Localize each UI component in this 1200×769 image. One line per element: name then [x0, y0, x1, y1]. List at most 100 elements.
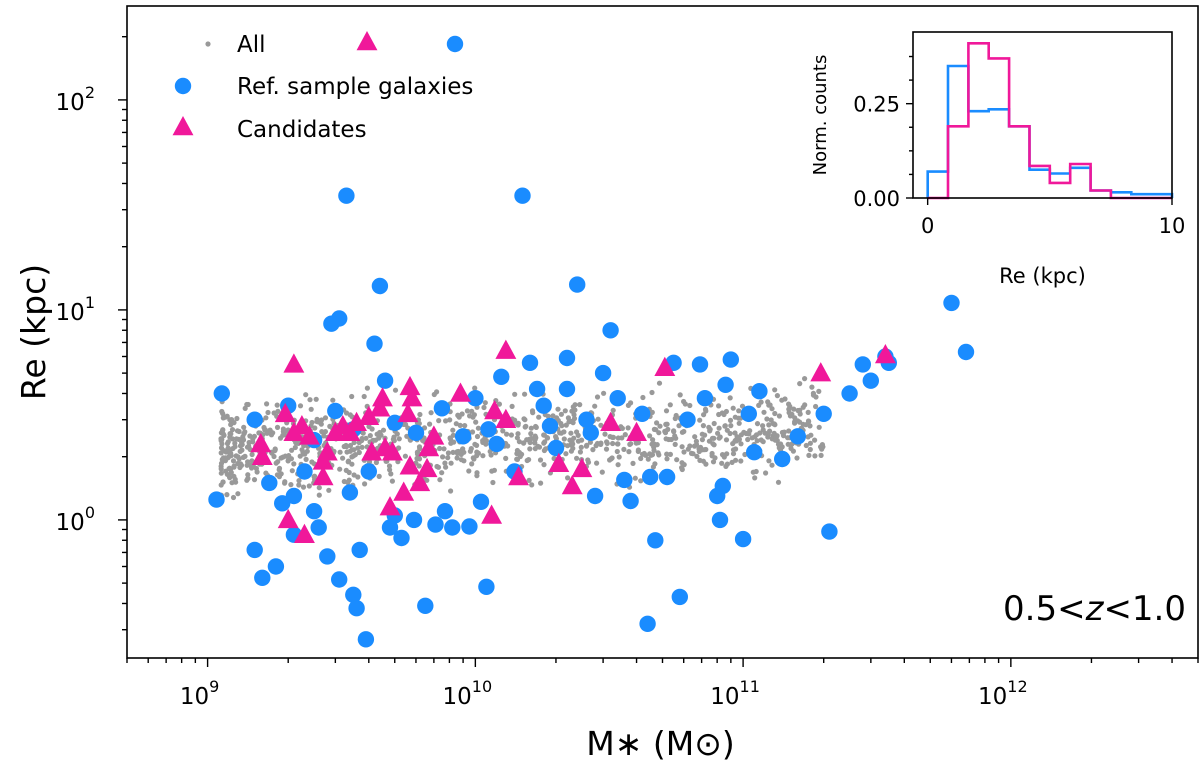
all-galaxy-point: [716, 425, 722, 431]
all-galaxy-point: [522, 424, 528, 430]
all-galaxy-point: [625, 425, 631, 431]
all-galaxy-point: [443, 418, 449, 424]
ref-sample-point: [341, 484, 359, 501]
all-galaxy-point: [594, 394, 601, 400]
legend-all-label: All: [237, 32, 266, 58]
all-galaxy-point: [656, 380, 663, 386]
all-galaxy-point: [765, 399, 771, 405]
all-galaxy-point: [745, 436, 751, 443]
all-galaxy-point: [595, 416, 601, 422]
all-galaxy-point: [291, 461, 297, 467]
all-galaxy-point: [647, 433, 653, 439]
ref-sample-points: [208, 187, 975, 648]
all-galaxy-point: [638, 455, 644, 462]
all-galaxy-point: [691, 443, 698, 449]
all-galaxy-point: [561, 429, 567, 435]
inset-y-tick-label: 0.00: [853, 187, 900, 211]
all-galaxy-point: [697, 417, 703, 423]
all-galaxy-point: [349, 393, 355, 400]
candidate-point: [401, 387, 423, 407]
all-galaxy-point: [747, 428, 753, 434]
all-galaxy-point: [626, 449, 632, 455]
all-galaxy-point: [431, 391, 437, 398]
all-galaxy-point: [220, 431, 226, 437]
all-galaxy-point: [579, 437, 585, 443]
all-galaxy-point: [791, 406, 797, 412]
all-galaxy-point: [504, 431, 510, 437]
all-galaxy-point: [807, 446, 813, 453]
all-galaxy-point: [262, 427, 268, 433]
all-galaxy-point: [536, 414, 542, 420]
all-galaxy-point: [235, 454, 241, 460]
all-galaxy-point: [474, 442, 480, 448]
all-galaxy-point: [649, 409, 655, 415]
all-galaxy-point: [218, 470, 224, 476]
all-galaxy-point: [701, 447, 707, 453]
all-galaxy-point: [450, 427, 456, 433]
all-galaxy-point: [778, 441, 784, 447]
all-galaxy-point: [692, 434, 698, 440]
all-galaxy-point: [363, 435, 369, 441]
all-galaxy-point: [469, 429, 476, 435]
all-galaxy-point: [280, 432, 286, 438]
all-galaxy-point: [524, 437, 530, 443]
all-galaxy-point: [810, 392, 817, 398]
all-galaxy-point: [710, 441, 716, 447]
all-galaxy-point: [716, 435, 722, 441]
all-galaxy-point: [508, 432, 514, 438]
all-galaxy-point: [614, 448, 620, 455]
all-galaxy-point: [500, 428, 506, 434]
all-galaxy-point: [472, 385, 478, 391]
all-galaxy-point: [300, 484, 307, 490]
all-galaxy-point: [240, 437, 246, 443]
all-galaxy-point: [615, 462, 621, 468]
ref-sample-point: [360, 463, 377, 480]
all-galaxy-point: [803, 422, 809, 428]
ref-sample-point: [658, 468, 676, 486]
all-galaxy-point: [672, 433, 678, 439]
inset-candidates-step: [927, 42, 1172, 200]
all-galaxy-point: [442, 460, 448, 466]
all-galaxy-point: [516, 439, 523, 445]
candidate-point: [450, 382, 471, 402]
all-galaxy-point: [792, 419, 798, 425]
all-galaxy-point: [594, 440, 601, 447]
all-galaxy-point: [233, 436, 240, 442]
y-axis-ticks: [118, 35, 127, 631]
all-galaxy-point: [772, 410, 778, 417]
all-galaxy-point: [681, 449, 687, 455]
all-galaxy-point: [376, 435, 382, 441]
all-galaxy-point: [340, 455, 346, 461]
candidate-point: [484, 400, 506, 420]
all-galaxy-point: [538, 480, 544, 486]
all-galaxy-point: [555, 406, 561, 412]
all-galaxy-point: [663, 436, 669, 442]
all-galaxy-point: [769, 406, 775, 412]
ref-sample-point: [246, 411, 263, 428]
all-galaxy-point: [671, 428, 677, 434]
all-galaxy-point: [723, 437, 730, 443]
all-galaxy-point: [544, 435, 550, 441]
all-galaxy-point: [602, 431, 608, 437]
all-galaxy-point: [271, 453, 277, 460]
ref-sample-point: [454, 428, 472, 445]
candidate-point: [358, 405, 380, 425]
all-galaxy-point: [808, 432, 814, 438]
all-galaxy-point: [702, 432, 708, 438]
all-galaxy-point: [604, 439, 610, 445]
all-galaxy-point: [790, 448, 797, 454]
candidate-point: [250, 432, 272, 453]
candidate-point: [312, 466, 334, 486]
all-galaxy-point: [724, 427, 730, 433]
all-galaxy-point: [364, 385, 370, 391]
ref-sample-point: [634, 405, 651, 422]
all-galaxy-point: [232, 444, 238, 450]
ref-sample-point: [541, 417, 559, 435]
candidate-point: [316, 441, 338, 461]
all-galaxy-point: [373, 459, 379, 466]
all-galaxy-point: [767, 428, 773, 434]
all-galaxy-point: [753, 468, 759, 475]
all-galaxy-point: [349, 461, 355, 467]
ref-sample-point: [862, 372, 879, 389]
